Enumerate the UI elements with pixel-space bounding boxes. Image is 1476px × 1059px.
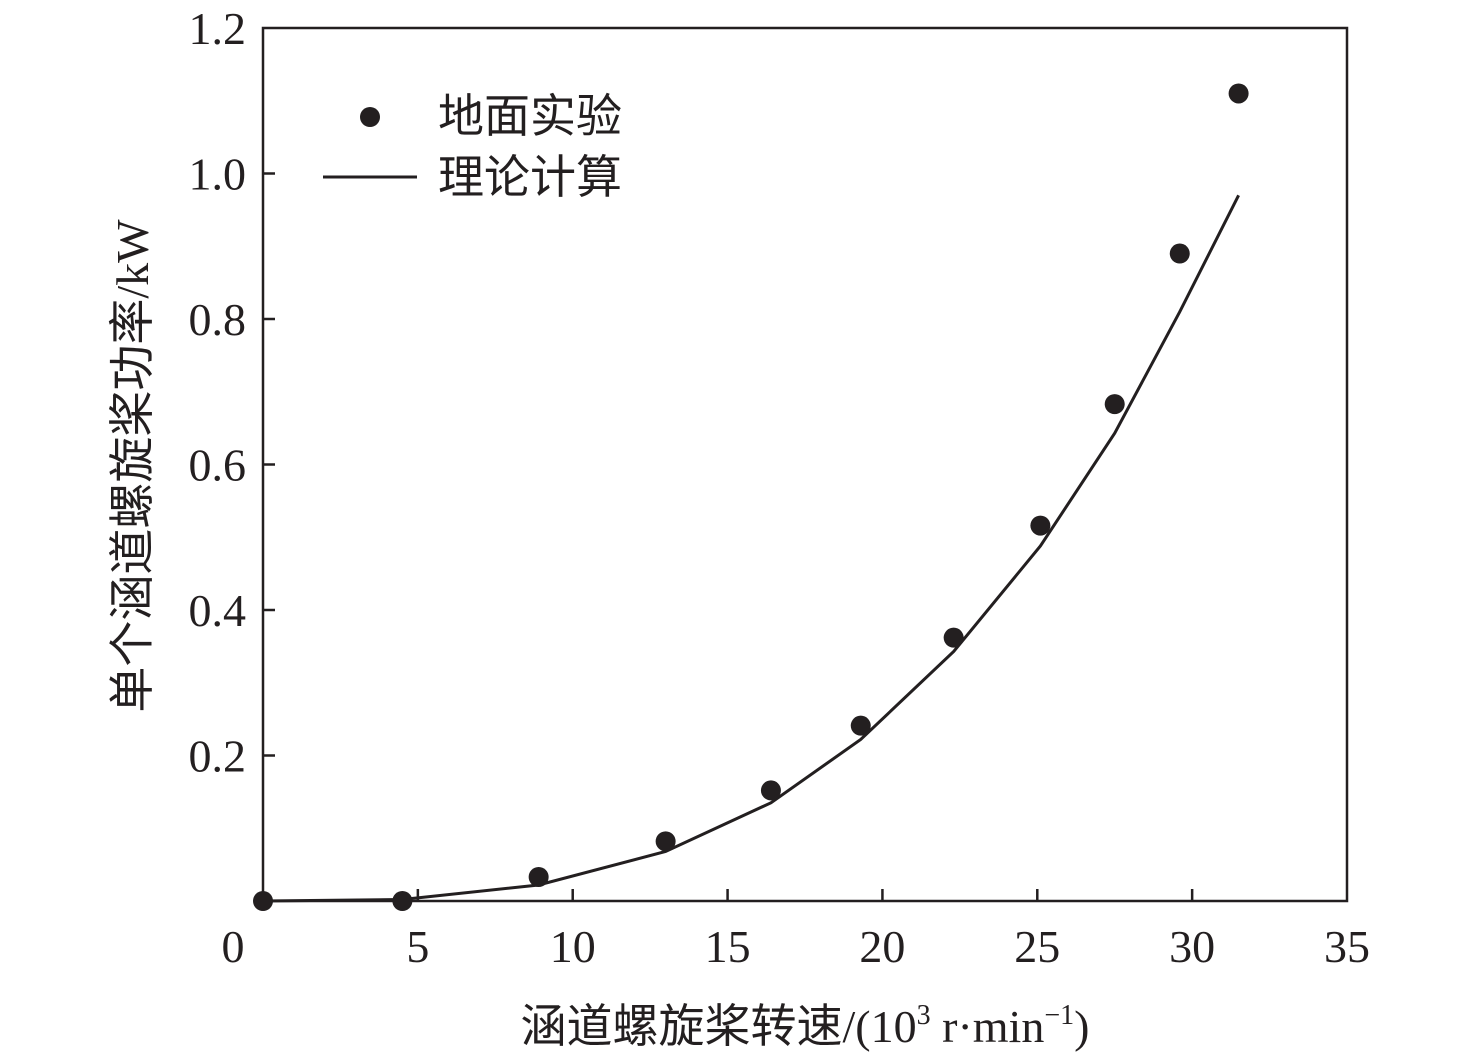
y-tick-label: 0.4 <box>189 585 247 636</box>
x-tick-label: 10 <box>550 921 596 972</box>
x-axis-title-exp: 3 <box>917 1000 931 1031</box>
legend-marker-experiment <box>360 107 380 127</box>
data-point <box>253 891 273 911</box>
y-axis-title: 单个涵道螺旋桨功率/kW <box>107 219 158 713</box>
data-point <box>943 627 964 648</box>
x-axis-title-unit: r·min <box>931 1001 1045 1052</box>
legend-label-theory: 理论计算 <box>438 152 622 203</box>
x-tick-label: 15 <box>705 921 751 972</box>
x-tick-label: 0 <box>222 921 245 972</box>
plot-frame <box>261 26 1349 903</box>
legend: 地面实验 理论计算 <box>323 91 622 203</box>
x-axis-title-unit-exp: −1 <box>1044 1000 1074 1031</box>
x-tick-label: 35 <box>1324 921 1370 972</box>
x-tick-label: 25 <box>1014 921 1060 972</box>
y-tick-label: 0.6 <box>189 440 247 491</box>
data-point <box>655 831 676 852</box>
legend-label-experiment: 地面实验 <box>438 91 622 142</box>
y-tick-label: 1.0 <box>189 149 247 200</box>
theory-line <box>262 194 1240 903</box>
x-axis-title-close: ) <box>1074 1001 1089 1052</box>
data-point <box>392 891 413 911</box>
data-point <box>1104 394 1125 415</box>
data-point <box>1030 515 1051 536</box>
data-point <box>760 780 781 801</box>
y-tick-label: 0.2 <box>189 731 247 782</box>
y-tick-label: 1.2 <box>189 3 247 54</box>
data-point <box>850 715 871 736</box>
data-point <box>1169 243 1190 264</box>
y-ticks: 0.2 0.4 0.6 0.8 1.0 1.2 <box>189 3 275 782</box>
y-tick-label: 0.8 <box>189 294 247 345</box>
experiment-points <box>253 83 1249 911</box>
x-tick-label: 30 <box>1169 921 1215 972</box>
data-point <box>1228 83 1249 104</box>
x-tick-label: 20 <box>859 921 905 972</box>
x-ticks: 0 5 10 15 20 25 30 35 <box>222 889 1370 972</box>
x-tick-label: 5 <box>406 921 429 972</box>
data-point <box>528 866 549 887</box>
x-axis-title-main: 涵道螺旋桨转速/(10 <box>521 1001 917 1052</box>
x-axis-title: 涵道螺旋桨转速/(103 r·min−1) <box>521 1000 1090 1052</box>
